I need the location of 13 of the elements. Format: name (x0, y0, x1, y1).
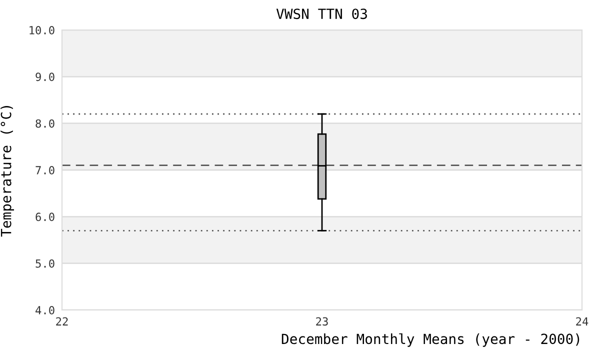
x-axis-title: December Monthly Means (year - 2000) (282, 333, 580, 347)
y-tick-label: 10.0 (30, 26, 54, 34)
y-tick-label: 8.0 (36, 119, 54, 128)
y-tick-label: 7.0 (36, 166, 54, 174)
y-axis-title: Temperature (°C) (0, 106, 14, 237)
y-tick-label: 9.0 (36, 72, 54, 82)
y-tick-label: 5.0 (36, 259, 54, 268)
y-tick-label: 4.0 (36, 306, 54, 314)
x-tick-label: 22 (56, 317, 68, 326)
x-tick-label: 24 (576, 317, 588, 326)
y-tick-label: 6.0 (36, 212, 54, 222)
chart-title: VWSN TTN 03 (276, 8, 367, 20)
x-tick-label: 23 (316, 317, 328, 326)
